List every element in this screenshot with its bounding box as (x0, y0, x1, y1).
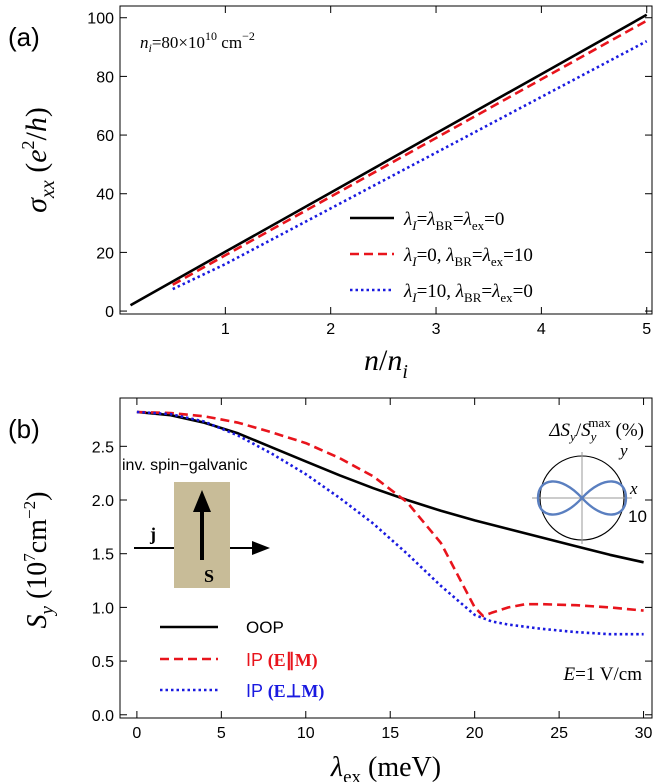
spin-arrow-icon (193, 490, 211, 512)
y-tick-label-a-5: 100 (87, 11, 114, 28)
x-tick-label-a-3: 4 (537, 321, 546, 338)
spin-label: S (204, 566, 214, 586)
series-a (129, 13, 648, 307)
y-tick-label-b-4: 2.0 (92, 493, 114, 510)
polar-y-label: y (618, 441, 628, 460)
x-tick-label-a-0: 1 (221, 321, 230, 338)
legend-a-label-1: λI=0, λBR=λex=10 (403, 245, 533, 269)
field-annotation: E=1 V/cm (563, 664, 643, 685)
legend-a-label-0: λI=λBR=λex=0 (403, 209, 504, 233)
legend-b-label-1: IP (E∥M) (246, 650, 318, 671)
y-tick-label-a-3: 60 (96, 128, 114, 145)
x-tick-label-b-3: 15 (381, 725, 399, 742)
legend-b: OOP IP (E∥M) IP (E⊥M) (160, 618, 324, 702)
schematic-title: inv. spin−galvanic (122, 457, 248, 474)
legend-a: λI=λBR=λex=0 λI=0, λBR=λex=10 λI=10, λBR… (350, 209, 533, 305)
y-tick-label-a-4: 80 (96, 69, 114, 86)
series-line-a-1 (172, 19, 648, 286)
y-tick-label-b-5: 2.5 (92, 439, 114, 456)
inset-polar-plot: y x 10 (532, 441, 647, 544)
y-tick-label-a-1: 20 (96, 245, 114, 262)
plot-frame-b (119, 397, 653, 719)
spin-galvanic-schematic: inv. spin−galvanic j S (122, 457, 270, 588)
x-tick-label-b-4: 20 (466, 725, 484, 742)
inset-polar-label: ΔSy/Symax (%) (548, 415, 644, 444)
ticks-a: 1 2 3 4 5 0 20 40 60 80 100 (87, 6, 652, 338)
x-tick-label-b-0: 0 (132, 725, 141, 742)
x-axis-label-a: n/ni (364, 344, 408, 383)
y-tick-label-a-2: 40 (96, 187, 114, 204)
polar-radius-label: 10 (628, 507, 647, 526)
series-line-a-2 (172, 40, 648, 291)
panel-label-a: (a) (8, 22, 40, 52)
x-tick-label-a-4: 5 (642, 321, 651, 338)
y-tick-label-b-2: 1.0 (92, 600, 114, 617)
y-tick-label-b-3: 1.5 (92, 547, 114, 564)
x-tick-label-b-1: 5 (217, 725, 226, 742)
y-axis-label-b: Sy (107cm−2) (20, 492, 58, 629)
y-tick-label-a-0: 0 (105, 304, 114, 321)
x-tick-label-b-2: 10 (297, 725, 315, 742)
x-tick-label-b-5: 25 (550, 725, 568, 742)
series-line-a-0 (129, 13, 648, 307)
x-axis-label-b: λex (meV) (330, 752, 441, 782)
series-line-b-0 (136, 410, 644, 564)
series-b (136, 410, 644, 636)
x-tick-label-a-1: 2 (326, 321, 335, 338)
ticks-b: 0 5 10 15 20 25 30 0.0 0.5 1.0 1.5 2.0 2.5 (92, 398, 653, 742)
y-tick-label-b-1: 0.5 (92, 654, 114, 671)
legend-a-label-2: λI=10, λBR=λex=0 (403, 281, 533, 305)
legend-b-label-2: IP (E⊥M) (246, 681, 324, 702)
panel-b: (b) 0 5 10 15 20 25 30 0.0 0.5 1.0 1.5 2.0 2.5 ΔSy/S… (8, 397, 653, 782)
polar-x-label: x (629, 479, 638, 498)
panel-label-b: (b) (8, 414, 40, 444)
plot-frame-a (119, 5, 653, 315)
legend-b-label-0: OOP (246, 618, 284, 637)
ni-annotation: ni=80×1010 cm−2 (140, 29, 255, 55)
polar-lemniscate (536, 480, 628, 516)
panel-a: (a) 1 2 3 4 5 0 20 40 60 80 100 ni=80×1010 cm−2 n/… (8, 5, 653, 383)
y-tick-label-b-0: 0.0 (92, 708, 114, 725)
y-axis-label-a: σxx (e2/h) (18, 107, 59, 213)
current-arrow-icon (252, 541, 270, 555)
current-label: j (149, 524, 156, 544)
x-tick-label-a-2: 3 (432, 321, 441, 338)
x-tick-label-b-6: 30 (635, 725, 653, 742)
